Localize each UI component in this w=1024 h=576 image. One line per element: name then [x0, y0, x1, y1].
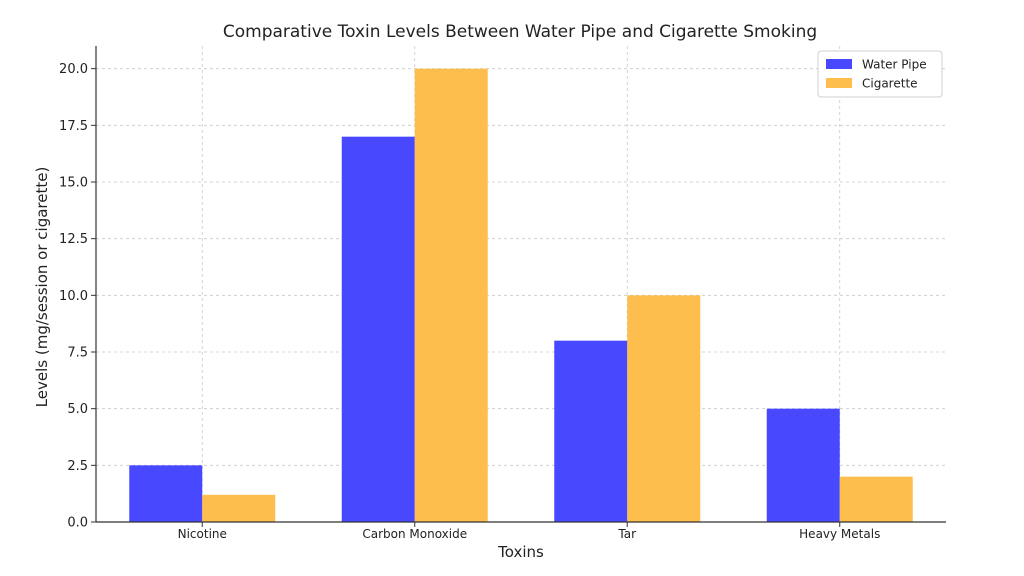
chart-title: Comparative Toxin Levels Between Water P…	[223, 22, 817, 42]
y-tick-label: 10.0	[59, 289, 88, 304]
legend-swatch	[826, 59, 852, 69]
legend-label: Cigarette	[862, 77, 918, 91]
y-tick-label: 12.5	[59, 232, 88, 247]
legend-label: Water Pipe	[862, 58, 927, 72]
y-tick-label: 0.0	[67, 516, 88, 531]
legend-swatch	[826, 78, 852, 88]
y-tick-label: 20.0	[59, 62, 88, 77]
y-axis-label: Levels (mg/session or cigarette)	[33, 167, 51, 408]
x-tick-label: Heavy Metals	[799, 527, 880, 541]
x-axis-label: Toxins	[497, 543, 544, 561]
y-tick-label: 2.5	[67, 459, 88, 474]
y-ticks: 0.0 2.5 5.0 7.5 10.0 12.5 15.0 17.5 20.0	[59, 62, 96, 531]
y-tick-label: 5.0	[67, 402, 88, 417]
bar-cigarette-carbon-monoxide	[414, 68, 488, 523]
x-tick-label: Carbon Monoxide	[362, 527, 467, 541]
x-ticks: Nicotine Carbon Monoxide Tar Heavy Metals	[178, 522, 880, 541]
bar-water-pipe-nicotine	[129, 465, 203, 522]
x-tick-label: Tar	[617, 527, 636, 541]
legend: Water Pipe Cigarette	[817, 50, 943, 98]
bar-water-pipe-heavy-metals	[766, 408, 840, 522]
y-tick-label: 7.5	[67, 346, 88, 361]
bar-water-pipe-carbon-monoxide	[341, 136, 415, 522]
x-tick-label: Nicotine	[178, 527, 227, 541]
y-tick-label: 15.0	[59, 176, 88, 191]
bar-cigarette-tar	[627, 295, 701, 522]
bar-cigarette-heavy-metals	[839, 476, 913, 522]
y-tick-label: 17.5	[59, 119, 88, 134]
bar-water-pipe-tar	[554, 340, 628, 522]
bar-cigarette-nicotine	[202, 494, 276, 522]
bars	[129, 68, 913, 523]
